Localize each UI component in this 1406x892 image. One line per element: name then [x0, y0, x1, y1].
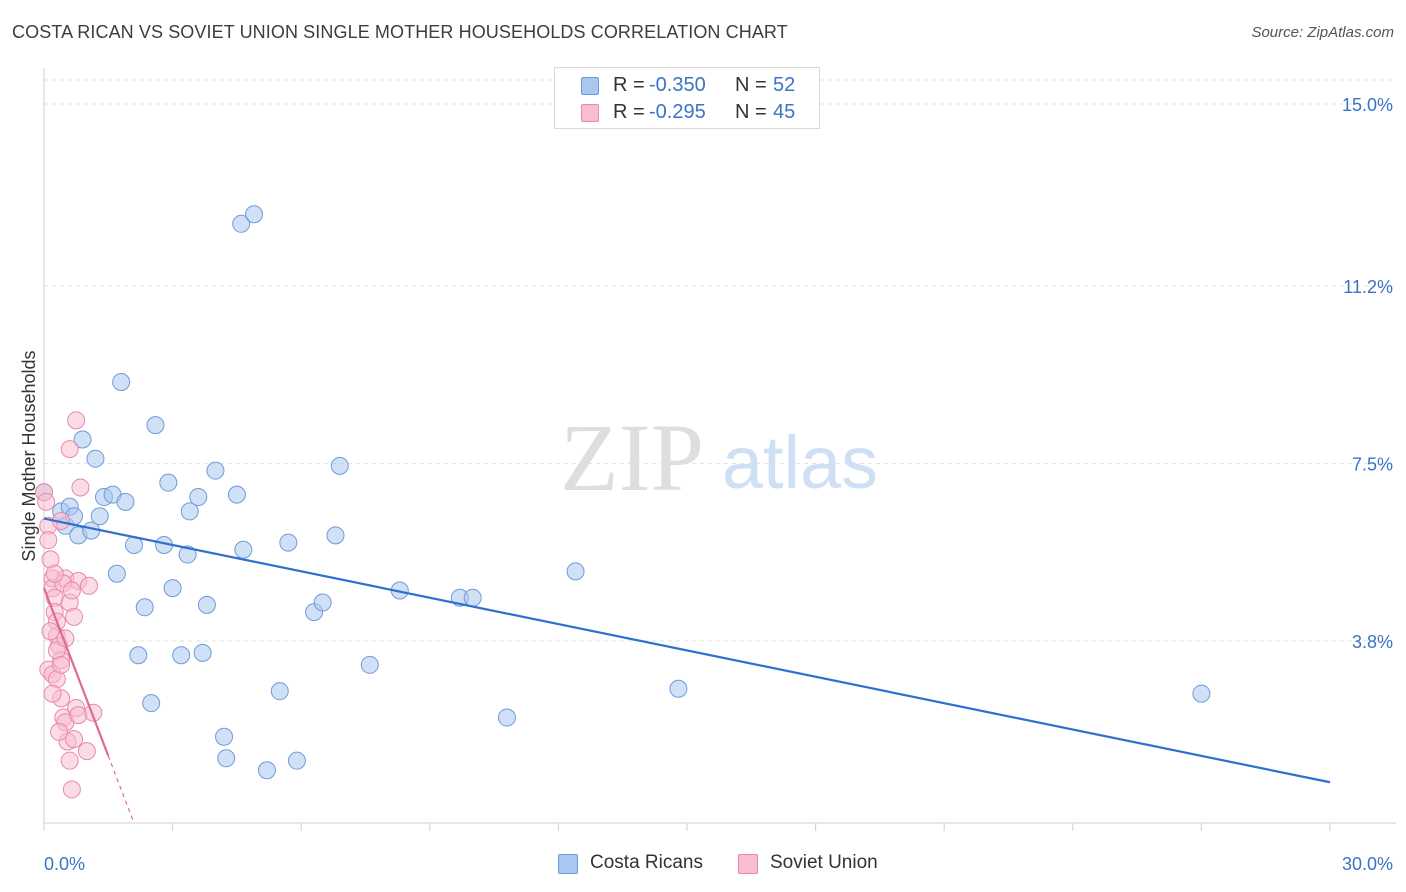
- source-note: Source: ZipAtlas.com: [1251, 24, 1394, 41]
- point-costa-ricans: [189, 488, 208, 507]
- legend-swatch-soviet-union: [581, 104, 599, 122]
- y-tick-label: 3.8%: [1352, 632, 1393, 652]
- legend-swatch-costa-ricans: [558, 854, 578, 874]
- axes: [43, 68, 1396, 831]
- point-costa-ricans: [142, 694, 161, 713]
- point-costa-ricans: [270, 682, 289, 701]
- r-label: R =: [613, 101, 645, 123]
- point-costa-ricans: [217, 749, 236, 768]
- tick-labels: 3.8% 7.5% 11.2% 15.0% 0.0% 30.0%: [44, 95, 1393, 874]
- point-costa-ricans: [135, 598, 154, 617]
- point-costa-ricans: [129, 646, 148, 665]
- point-soviet-union: [45, 564, 64, 583]
- n-label: N =: [735, 74, 767, 96]
- point-costa-ricans: [90, 507, 109, 526]
- point-soviet-union: [65, 730, 84, 749]
- point-soviet-union: [39, 531, 58, 550]
- y-tick-label: 7.5%: [1352, 454, 1393, 474]
- trend-line-costa-ricans: [43, 517, 1331, 784]
- point-soviet-union: [69, 706, 88, 725]
- trend-line-soviet-union: [42, 587, 110, 757]
- point-soviet-union: [77, 742, 96, 761]
- point-costa-ricans: [360, 655, 379, 674]
- point-soviet-union: [62, 581, 81, 600]
- x-tick-label: 30.0%: [1342, 854, 1393, 874]
- y-tick-label: 11.2%: [1343, 277, 1393, 297]
- point-costa-ricans: [257, 761, 276, 780]
- point-costa-ricans: [206, 461, 225, 480]
- legend-label: Soviet Union: [770, 852, 878, 873]
- n-value: 52: [773, 74, 796, 96]
- point-costa-ricans: [330, 456, 349, 475]
- point-costa-ricans: [669, 679, 688, 698]
- point-costa-ricans: [279, 533, 298, 552]
- point-costa-ricans: [159, 473, 178, 492]
- legend-swatch-costa-ricans: [581, 77, 599, 95]
- chart-title: COSTA RICAN VS SOVIET UNION SINGLE MOTHE…: [12, 22, 788, 42]
- point-costa-ricans: [86, 449, 105, 468]
- point-costa-ricans: [1192, 684, 1211, 703]
- n-value: 45: [773, 101, 796, 123]
- point-costa-ricans: [116, 492, 135, 511]
- r-label: R =: [613, 74, 645, 96]
- point-soviet-union: [41, 622, 60, 641]
- point-soviet-union: [65, 607, 84, 626]
- legend-swatch-soviet-union: [738, 854, 758, 874]
- x-tick-label: 0.0%: [44, 854, 85, 874]
- point-costa-ricans: [566, 562, 585, 581]
- watermark: ZIP atlas: [560, 404, 878, 511]
- legend-row-costa-ricans: R = -0.350 N = 52: [555, 74, 819, 100]
- point-costa-ricans: [193, 643, 212, 662]
- point-costa-ricans: [227, 485, 246, 504]
- point-costa-ricans: [107, 564, 126, 583]
- point-costa-ricans: [215, 727, 234, 746]
- point-costa-ricans: [287, 751, 306, 770]
- point-costa-ricans: [232, 214, 251, 233]
- point-costa-ricans: [497, 708, 516, 727]
- point-costa-ricans: [234, 540, 253, 559]
- legend-row-soviet-union: R = -0.295 N = 45: [555, 101, 819, 127]
- point-costa-ricans: [112, 372, 131, 391]
- point-costa-ricans: [197, 595, 216, 614]
- point-costa-ricans: [178, 545, 197, 564]
- data-points: [35, 205, 1211, 799]
- point-costa-ricans: [146, 416, 165, 435]
- point-soviet-union: [50, 722, 69, 741]
- point-costa-ricans: [73, 430, 92, 449]
- watermark-zip: ZIP: [560, 404, 704, 511]
- correlation-legend: R = -0.350 N = 52 R = -0.295 N = 45: [554, 67, 820, 129]
- point-soviet-union: [67, 411, 86, 430]
- point-soviet-union: [60, 440, 79, 459]
- r-value: -0.295: [649, 101, 706, 123]
- point-soviet-union: [37, 492, 56, 511]
- y-tick-label: 15.0%: [1342, 95, 1393, 115]
- point-soviet-union: [62, 780, 81, 799]
- point-soviet-union: [80, 576, 99, 595]
- watermark-atlas: atlas: [722, 421, 878, 504]
- point-soviet-union: [43, 684, 62, 703]
- point-costa-ricans: [463, 588, 482, 607]
- trend-lines: [42, 517, 1331, 824]
- legend-label: Costa Ricans: [590, 852, 703, 873]
- point-costa-ricans: [313, 593, 332, 612]
- point-costa-ricans: [326, 526, 345, 545]
- point-soviet-union: [52, 655, 71, 674]
- point-costa-ricans: [245, 205, 264, 224]
- point-costa-ricans: [163, 579, 182, 598]
- point-soviet-union: [60, 751, 79, 770]
- point-costa-ricans: [172, 646, 191, 665]
- point-soviet-union: [71, 478, 90, 497]
- r-value: -0.350: [649, 74, 706, 96]
- n-label: N =: [735, 101, 767, 123]
- point-costa-ricans: [180, 502, 199, 521]
- y-axis-label: Single Mother Households: [19, 350, 39, 561]
- trend-line-dashed-soviet-union: [107, 755, 135, 824]
